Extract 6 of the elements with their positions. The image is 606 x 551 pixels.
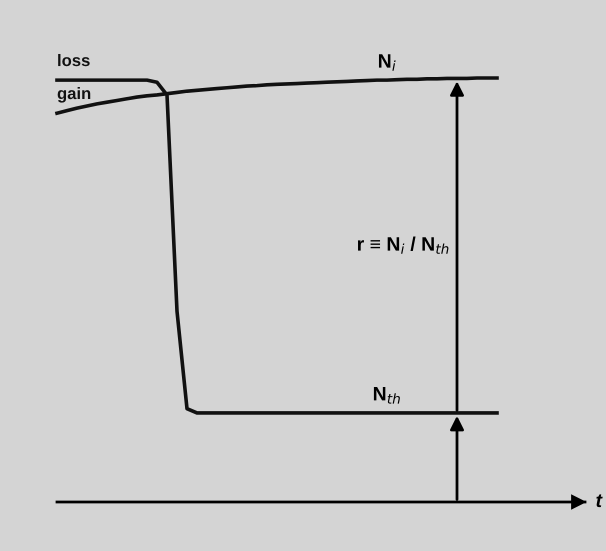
x-axis-title: t (596, 494, 603, 508)
series-label: loss (58, 54, 90, 66)
annotation: r ≡ N$_{i}$ / N$_{th}$ (358, 236, 448, 254)
text: N$_{i}$ (378, 54, 396, 71)
series-label: gain (58, 86, 90, 103)
annotation: N$_{th}$ (374, 387, 400, 404)
